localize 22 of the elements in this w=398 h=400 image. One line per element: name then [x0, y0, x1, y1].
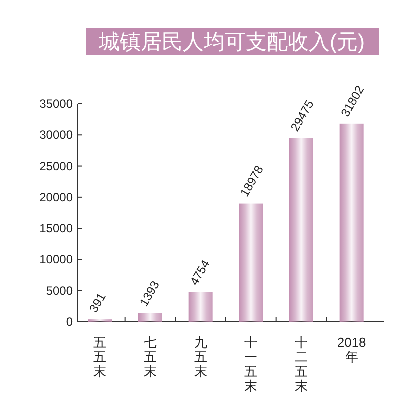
- data-label: 391: [86, 290, 109, 316]
- chart-title: 城镇居民人均可支配收入(元): [98, 31, 365, 54]
- y-tick-label: 20000: [40, 190, 74, 204]
- y-tick-label: 15000: [40, 222, 74, 236]
- x-tick-label: 五五末: [94, 335, 107, 379]
- y-tick-label: 30000: [40, 128, 74, 142]
- x-tick-label: 十一五末: [244, 335, 258, 394]
- bar: [239, 204, 264, 322]
- x-tick-label: 九五末: [194, 335, 208, 379]
- y-tick-label: 5000: [46, 284, 74, 298]
- title: 城镇居民人均可支配收入(元): [86, 28, 379, 55]
- bar: [188, 292, 213, 322]
- y-tick-label: 35000: [40, 97, 74, 111]
- y-tick-label: 25000: [40, 159, 74, 174]
- y-tick-label: 10000: [40, 252, 74, 267]
- bar: [340, 124, 364, 322]
- x-tick-label: 七五末: [144, 335, 157, 379]
- bar: [290, 138, 314, 322]
- bar: [138, 313, 162, 322]
- y-tick-label: 0: [66, 315, 74, 329]
- x-tick-label: 十二五末: [295, 335, 308, 394]
- x-tick-label: 2018年: [337, 335, 366, 364]
